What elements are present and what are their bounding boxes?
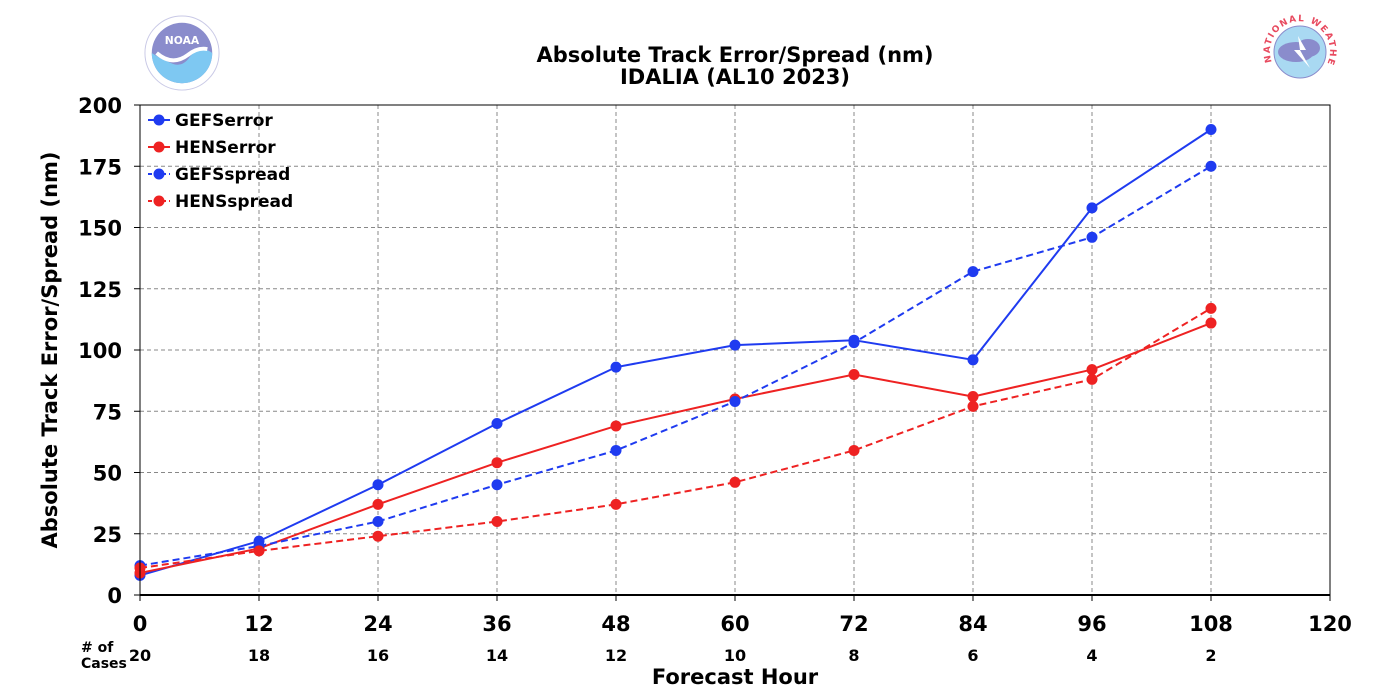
x-tick-label: 84 (958, 612, 987, 636)
data-point (729, 339, 741, 351)
series-line-HENSerror (139, 322, 1212, 574)
cases-count: 20 (129, 646, 151, 665)
x-tick-label: 48 (601, 612, 630, 636)
series-GEFSerror (134, 124, 1217, 581)
data-point (1205, 160, 1217, 172)
cases-count: 6 (967, 646, 978, 665)
cases-count: 10 (724, 646, 746, 665)
series-line-GEFSspread (139, 165, 1212, 567)
x-tick-label: 96 (1077, 612, 1106, 636)
y-tick-label: 175 (78, 155, 122, 179)
data-point (372, 498, 384, 510)
data-point (1086, 202, 1098, 214)
y-tick-labels: 0 25 50 75 100 125 150 175 200 (78, 94, 140, 608)
data-point (848, 444, 860, 456)
legend-label: HENSspread (175, 192, 293, 212)
cases-count: 16 (367, 646, 389, 665)
data-point (253, 545, 265, 557)
chart-title: Absolute Track Error/Spread (nm) (536, 43, 933, 67)
cases-count: 18 (248, 646, 270, 665)
data-point (491, 457, 503, 469)
y-tick-label: 125 (78, 278, 122, 302)
legend-item-GEFSerror: GEFSerror (148, 111, 273, 131)
data-point (1086, 373, 1098, 385)
legend-item-HENSerror: HENSerror (148, 138, 276, 158)
data-point (967, 400, 979, 412)
legend-item-GEFSspread: GEFSspread (148, 165, 290, 185)
data-point (1086, 364, 1098, 376)
y-tick-label: 0 (107, 584, 122, 608)
data-point (610, 444, 622, 456)
x-tick-label: 120 (1308, 612, 1352, 636)
x-tick-label: 36 (482, 612, 511, 636)
cases-label-line-1: # of (81, 640, 114, 656)
cases-row: 20 18 16 14 12 10 8 6 4 2 (129, 646, 1217, 665)
cases-count: 14 (486, 646, 508, 665)
cases-count: 12 (605, 646, 627, 665)
data-point (967, 391, 979, 403)
data-point (491, 418, 503, 429)
data-point (729, 395, 741, 407)
cases-label-line-2: Cases (81, 656, 127, 672)
y-tick-label: 100 (78, 339, 122, 363)
data-point (491, 479, 503, 491)
legend-label: GEFSspread (175, 165, 290, 185)
nws-logo: NATIONAL WEATHER SERVICE (1260, 12, 1338, 90)
x-tick-label: 72 (839, 612, 868, 636)
legend-marker (153, 114, 165, 126)
data-point (372, 479, 384, 491)
y-tick-label: 50 (93, 462, 122, 486)
data-point (1205, 302, 1217, 314)
x-tick-label: 60 (720, 612, 749, 636)
data-point (372, 530, 384, 542)
cases-count: 8 (848, 646, 859, 665)
legend-marker (153, 168, 165, 180)
noaa-logo: NOAA (144, 15, 220, 91)
x-tick-label: 108 (1189, 612, 1233, 636)
legend-item-HENSspread: HENSspread (148, 192, 293, 212)
data-point (1086, 231, 1098, 243)
legend-marker (153, 195, 165, 207)
cases-count: 2 (1205, 646, 1216, 665)
cases-count: 4 (1086, 646, 1097, 665)
x-axis-title: Forecast Hour (652, 665, 819, 689)
legend-label: GEFSerror (175, 111, 273, 131)
data-point (610, 498, 622, 510)
x-tick-labels: 0 12 24 36 48 60 72 84 96 108 120 (133, 595, 1352, 636)
data-point (729, 476, 741, 488)
cases-label: # of Cases (81, 640, 127, 672)
legend-label: HENSerror (175, 138, 276, 158)
series-line-HENSspread (139, 307, 1212, 570)
series-GEFSspread (134, 160, 1217, 572)
data-point (1205, 317, 1217, 329)
data-point (372, 516, 384, 527)
data-point (610, 361, 622, 373)
data-point (967, 266, 979, 278)
data-point (610, 420, 622, 432)
y-tick-label: 200 (78, 94, 122, 118)
x-tick-label: 0 (133, 612, 148, 636)
series-line-GEFSerror (139, 128, 1212, 577)
data-point (848, 369, 860, 380)
data-point (848, 337, 860, 349)
legend: GEFSerror HENSerror GEFSspread HENSspread (148, 111, 293, 212)
legend-marker (153, 141, 165, 153)
x-tick-label: 24 (363, 612, 392, 636)
y-tick-label: 75 (93, 400, 122, 424)
series-HENSspread (134, 302, 1217, 574)
x-tick-label: 12 (244, 612, 273, 636)
noaa-logo-text: NOAA (165, 34, 200, 47)
data-point (967, 354, 979, 366)
data-point (491, 516, 503, 527)
y-axis-title: Absolute Track Error/Spread (nm) (38, 151, 62, 548)
data-point (1205, 124, 1217, 135)
y-tick-label: 150 (78, 217, 122, 241)
series-layer (134, 124, 1217, 581)
chart-subtitle: IDALIA (AL10 2023) (620, 65, 850, 89)
y-tick-label: 25 (93, 523, 122, 547)
